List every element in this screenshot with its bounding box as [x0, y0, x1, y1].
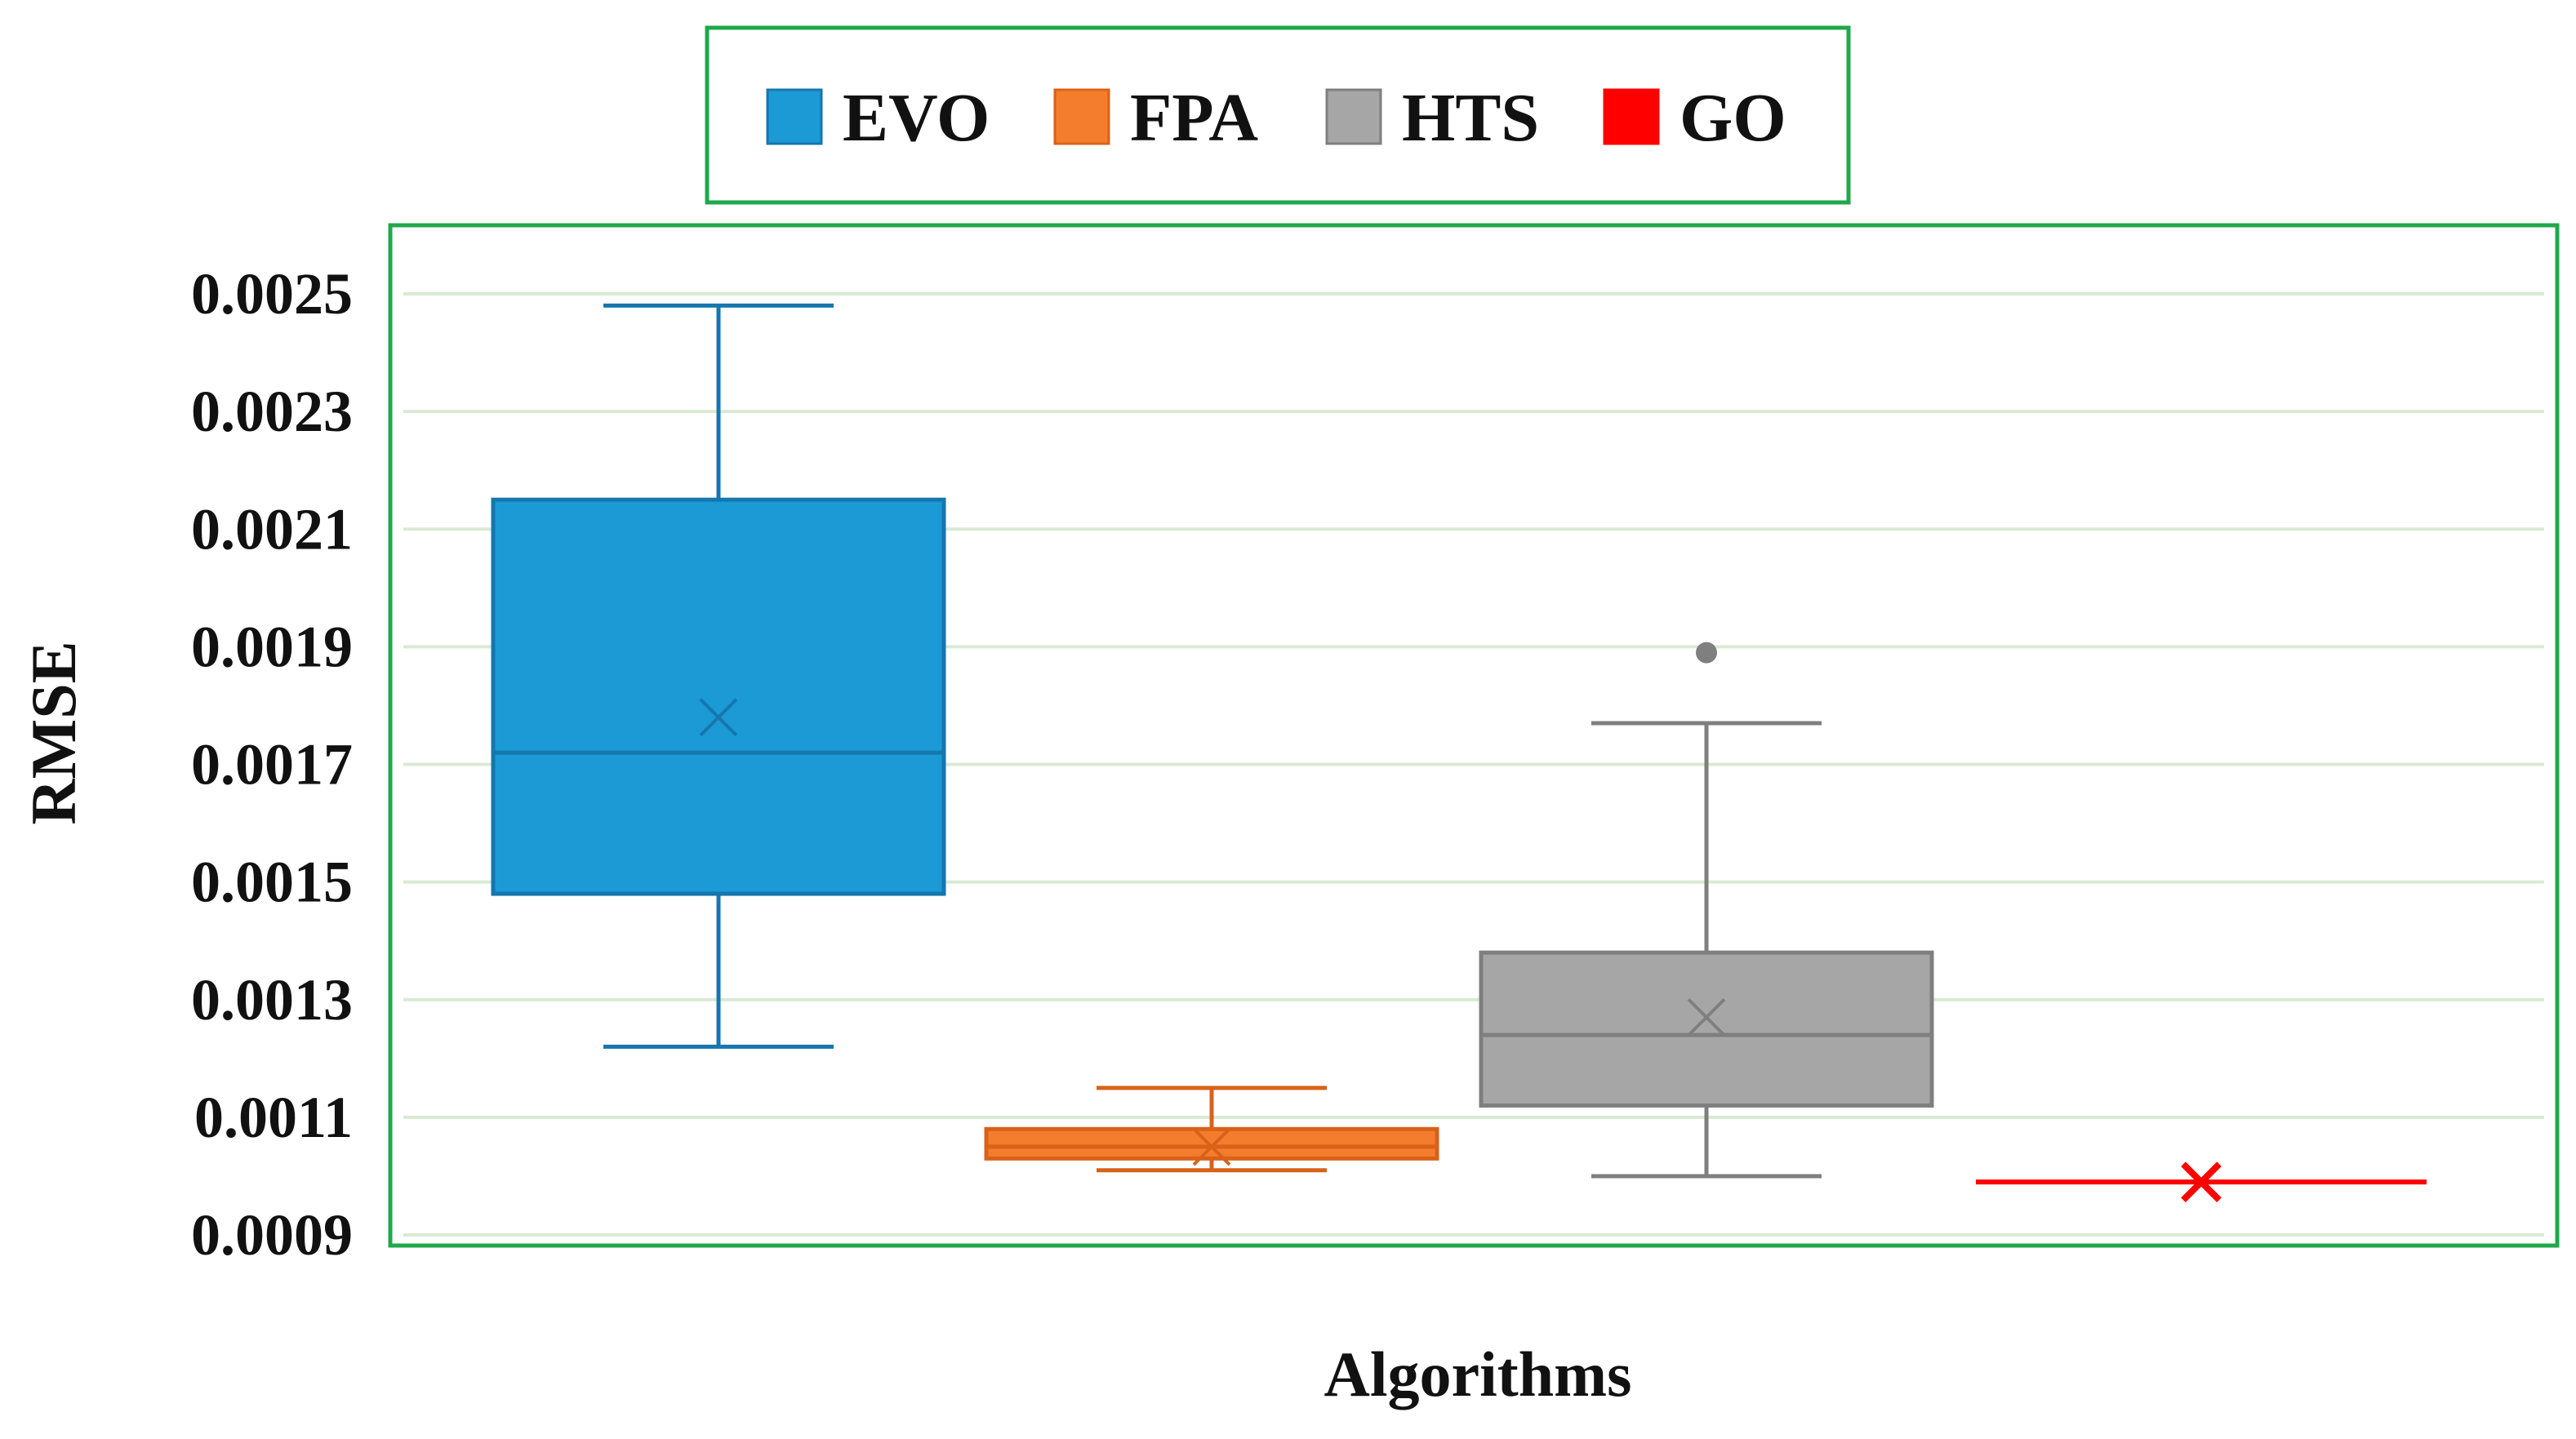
plot-frame — [388, 223, 2560, 1248]
box-series — [491, 303, 2427, 1202]
y-tick-label: 0.0023 — [191, 379, 353, 444]
mean-marker — [2181, 1161, 2222, 1202]
mean-marker — [1687, 997, 1726, 1037]
legend-swatch-evo — [766, 88, 823, 145]
legend-label-evo: EVO — [843, 80, 990, 156]
box-evo — [491, 303, 946, 1049]
mean-marker — [699, 698, 738, 737]
iqr-box — [491, 497, 946, 896]
legend-label-hts: HTS — [1402, 80, 1539, 156]
outlier-point — [1696, 642, 1717, 664]
y-tick-label: 0.0025 — [191, 261, 353, 326]
y-axis-ticks: 0.0025 0.0023 0.0021 0.0019 0.0017 0.0015 0.00… — [191, 261, 353, 1268]
x-axis-title: Algorithms — [1324, 1339, 1632, 1410]
box-fpa — [984, 1086, 1439, 1173]
gridlines — [403, 292, 2544, 1237]
mean-marker — [1192, 1127, 1231, 1166]
legend-label-go: GO — [1680, 80, 1786, 156]
y-tick-label: 0.0019 — [191, 614, 353, 679]
legend-label-fpa: FPA — [1130, 80, 1258, 156]
legend-frame — [705, 25, 1851, 205]
box-hts — [1479, 642, 1934, 1179]
legend-swatch-go — [1603, 88, 1660, 145]
y-tick-label: 0.0017 — [191, 732, 353, 797]
y-tick-label: 0.0015 — [191, 850, 353, 915]
y-tick-label: 0.0009 — [191, 1202, 353, 1268]
legend: EVO FPA HTS GO — [766, 80, 1786, 156]
y-tick-label: 0.0011 — [194, 1085, 353, 1150]
iqr-box — [1479, 950, 1934, 1108]
iqr-box — [984, 1126, 1439, 1161]
y-tick-label: 0.0021 — [191, 496, 353, 562]
legend-swatch-fpa — [1053, 88, 1110, 145]
y-axis-title: RMSE — [18, 641, 89, 824]
y-tick-label: 0.0013 — [191, 967, 353, 1033]
box-go — [1976, 1161, 2427, 1202]
legend-swatch-hts — [1325, 88, 1382, 145]
